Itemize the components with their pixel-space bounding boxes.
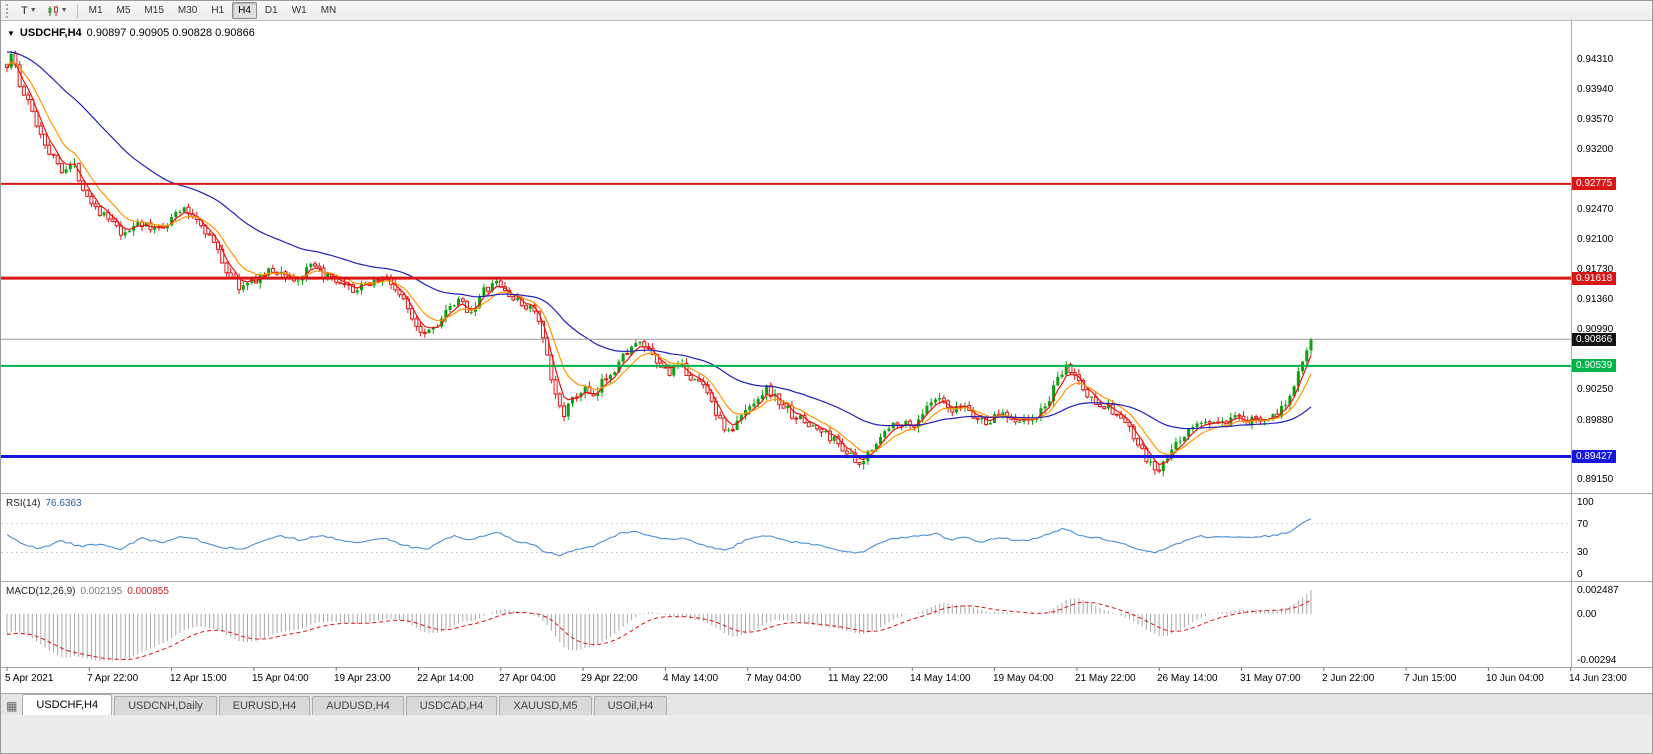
chart-canvas[interactable]	[1, 21, 1653, 693]
chart-type-label: T	[21, 4, 28, 17]
chart-tab-audusd-h4[interactable]: AUDUSD,H4	[312, 696, 404, 715]
timeframe-button-h4[interactable]: H4	[232, 2, 257, 19]
candlestick-mode-button[interactable]: ▼	[42, 2, 73, 20]
toolbar-separator	[76, 3, 78, 18]
bottom-filler	[1, 715, 1652, 753]
timeframe-button-m1[interactable]: M1	[88, 5, 103, 16]
timeframe-button-d1[interactable]: D1	[264, 5, 278, 16]
timeframe-button-m5[interactable]: M5	[116, 5, 131, 16]
toolbar-grip[interactable]	[6, 3, 13, 18]
candlestick-chart-icon	[48, 5, 58, 16]
chart-tab-usdcad-h4[interactable]: USDCAD,H4	[405, 696, 498, 715]
chart-toolbar: T ▼ ▼ M1 M5 M15 M30 H1 H4 D1 W1 MN	[1, 1, 1652, 21]
chart-tab-eurusd-h4[interactable]: EURUSD,H4	[218, 696, 311, 715]
chart-tabs-bar: ▦ USDCHF,H4 USDCNH,Daily EURUSD,H4 AUDUSD,H…	[1, 693, 1652, 715]
chart-tab-usdcnh-daily[interactable]: USDCNH,Daily	[114, 696, 217, 715]
timeframe-button-m15[interactable]: M15	[144, 5, 164, 16]
timeframe-group: M1 M5 M15 M30 H1 H4 D1 W1 MN	[82, 2, 344, 19]
timeframe-button-w1[interactable]: W1	[291, 5, 307, 16]
caret-down-icon: ▼	[29, 7, 37, 14]
timeframe-button-h1[interactable]: H1	[211, 5, 225, 16]
timeframe-button-m30[interactable]: M30	[177, 5, 198, 16]
chart-tab-xauusd-m5[interactable]: XAUUSD,M5	[499, 696, 592, 715]
chart-area[interactable]: ▼ USDCHF,H4 0.90897 0.90905 0.90828 0.90…	[1, 21, 1653, 693]
timeframe-button-mn[interactable]: MN	[320, 5, 337, 16]
chart-tab-usdchf-h4[interactable]: USDCHF,H4	[22, 694, 113, 715]
chart-tab-usoil-h4[interactable]: USOil,H4	[593, 696, 668, 715]
charts-overview-icon: ▦	[6, 699, 18, 713]
chart-type-button[interactable]: T ▼	[16, 2, 42, 20]
caret-down-icon: ▼	[60, 7, 68, 14]
